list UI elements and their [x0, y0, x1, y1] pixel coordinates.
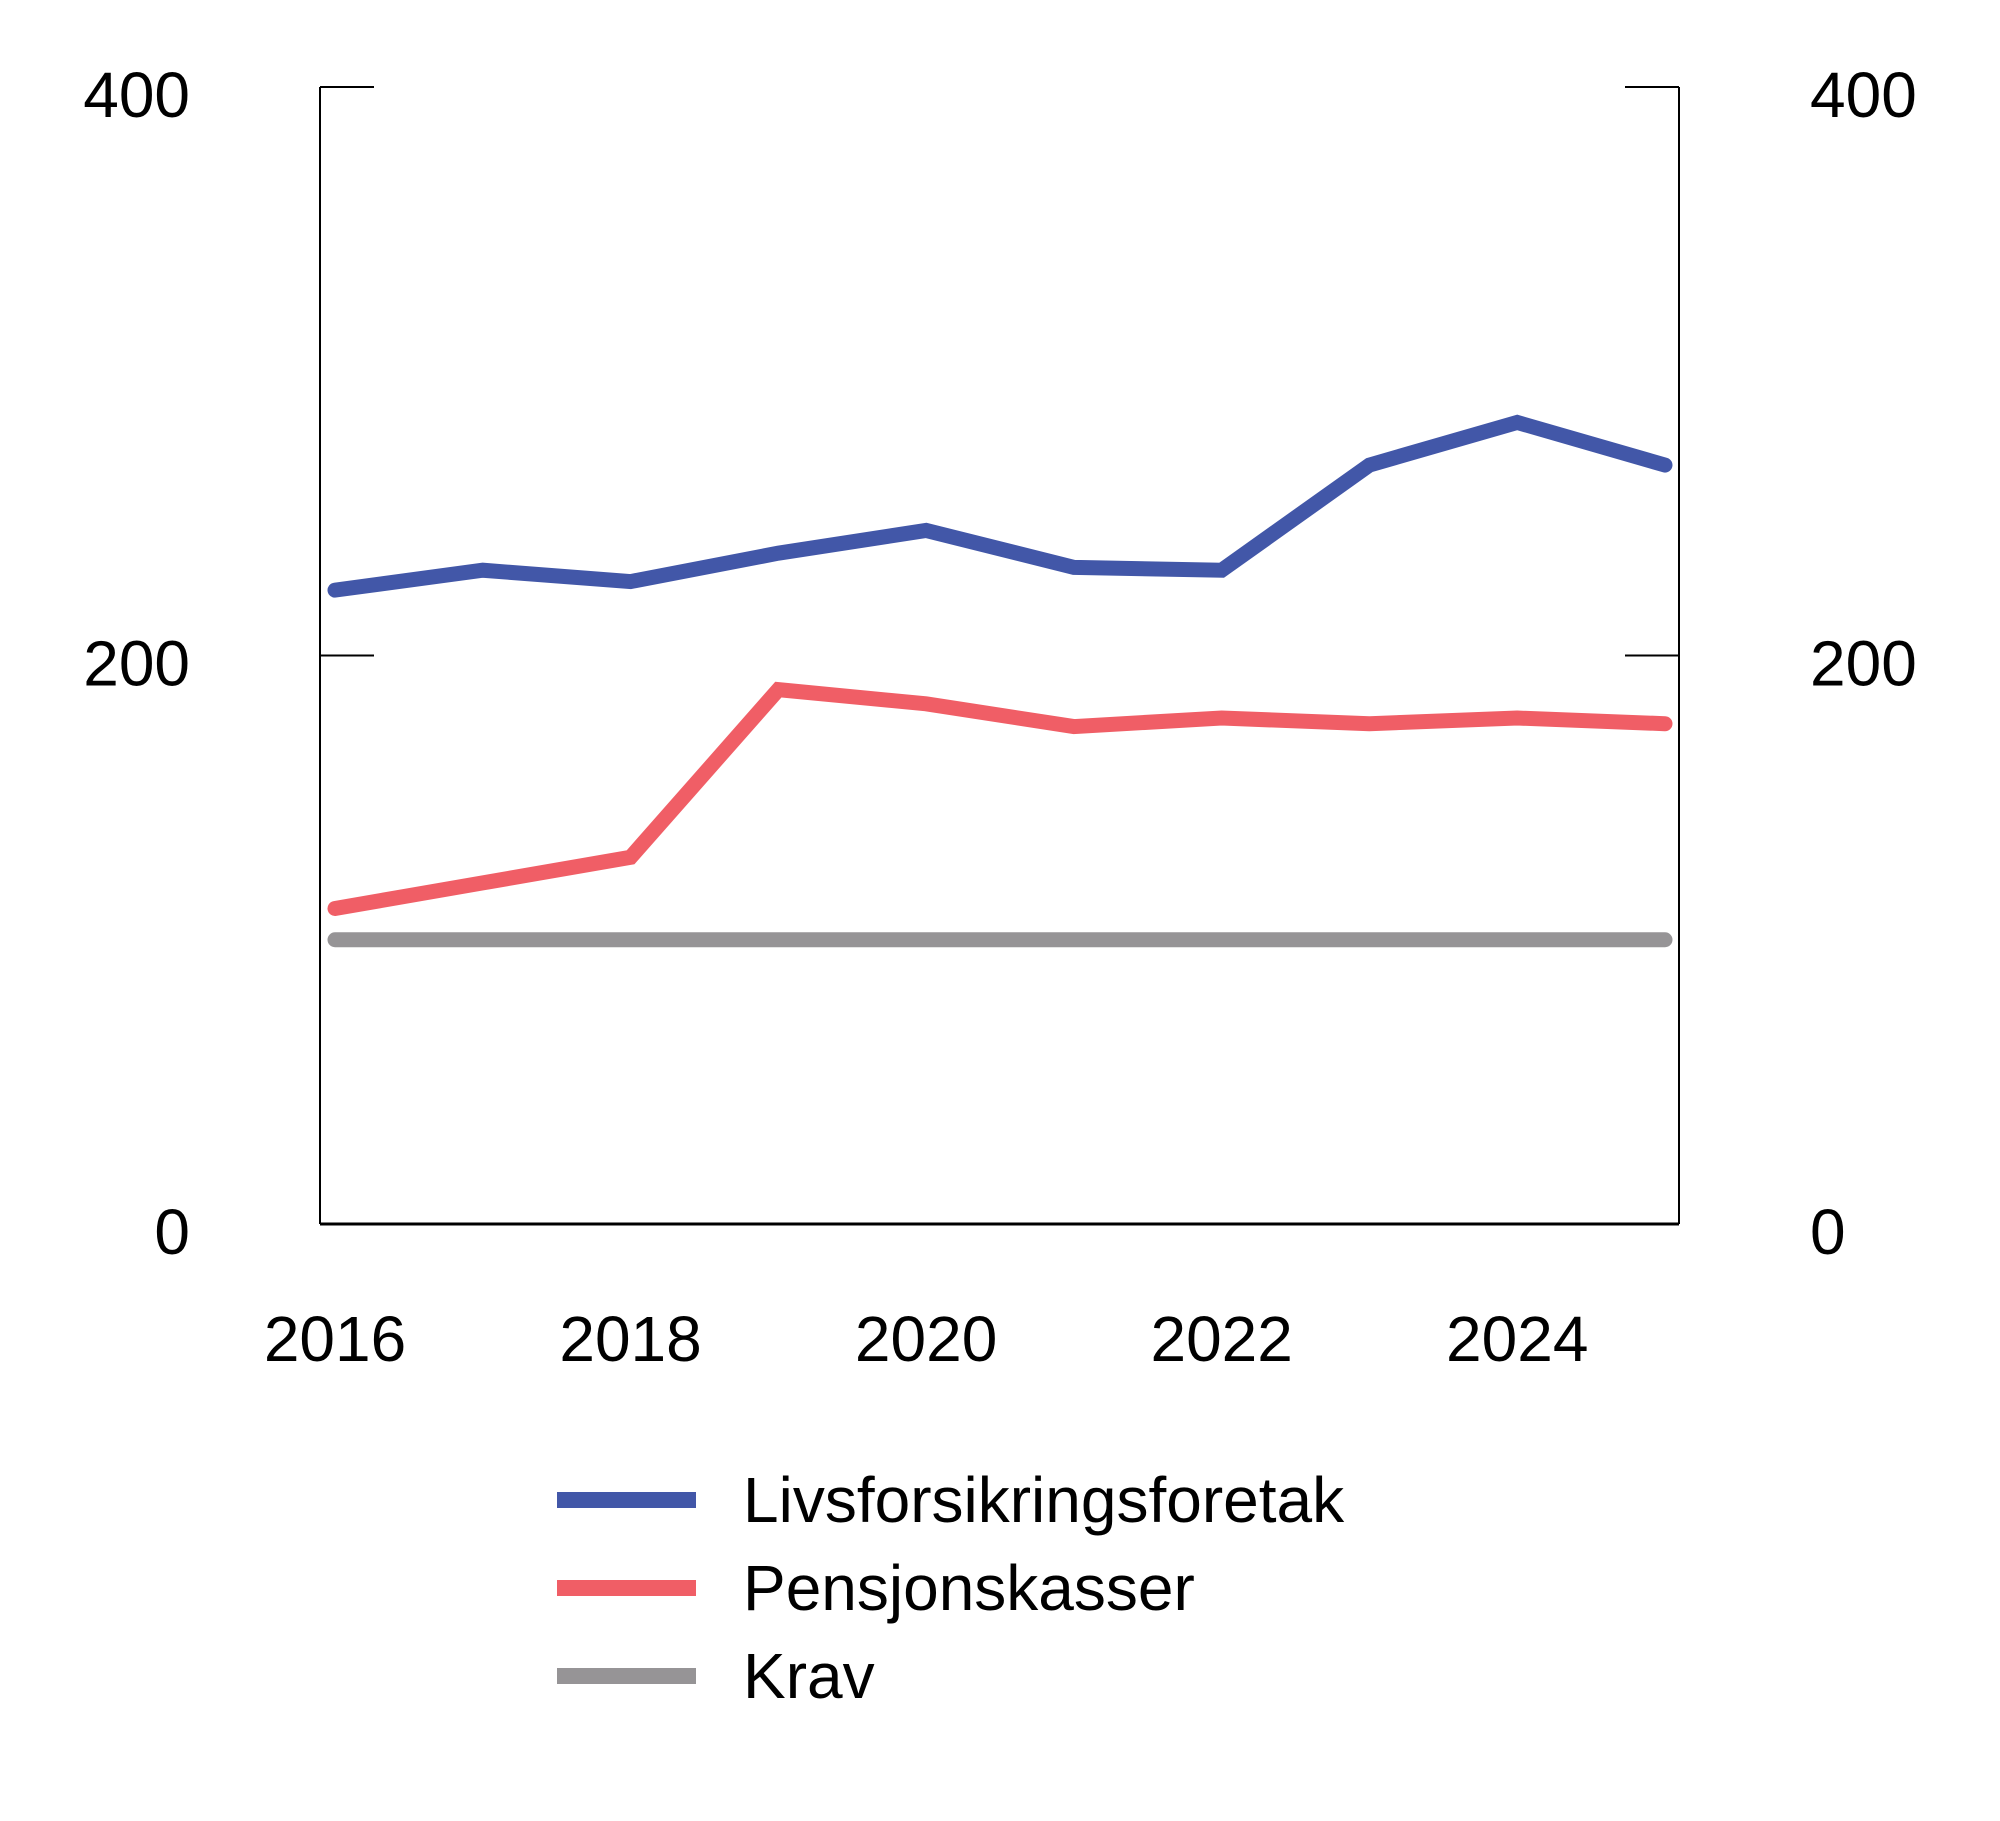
left-y-tick-label: 400 — [83, 59, 190, 131]
legend-item-krav: Krav — [557, 1636, 1457, 1716]
legend-label: Pensjonskasser — [743, 1552, 1195, 1624]
tick-labels: 0 0 200 200 400 400 2016 2018 2020 2022 2024 — [83, 59, 1917, 1375]
x-tick-label: 2024 — [1446, 1303, 1588, 1375]
legend-item-livsforsikringsforetak: Livsforsikringsforetak — [557, 1460, 1457, 1540]
left-y-tick-label: 200 — [83, 628, 190, 700]
left-y-tick-label: 0 — [154, 1196, 190, 1268]
x-tick-label: 2022 — [1150, 1303, 1292, 1375]
series-line-pensjonskasser — [327, 681, 1673, 916]
series-line-livsforsikringsforetak — [327, 414, 1673, 598]
right-y-tick-label: 0 — [1810, 1196, 1846, 1268]
legend-label: Krav — [743, 1640, 875, 1712]
series-lines — [327, 414, 1673, 948]
right-y-tick-label: 200 — [1810, 628, 1917, 700]
legend-swatch-gray — [557, 1668, 696, 1684]
legend-swatch-red — [557, 1580, 696, 1596]
x-tick-label: 2018 — [559, 1303, 701, 1375]
legend-item-pensjonskasser: Pensjonskasser — [557, 1548, 1457, 1628]
legend-swatch-blue — [557, 1492, 696, 1508]
x-tick-label: 2016 — [264, 1303, 406, 1375]
axes — [319, 86, 1680, 1226]
right-y-tick-label: 400 — [1810, 59, 1917, 131]
x-tick-label: 2020 — [855, 1303, 997, 1375]
legend-label: Livsforsikringsforetak — [743, 1464, 1345, 1536]
